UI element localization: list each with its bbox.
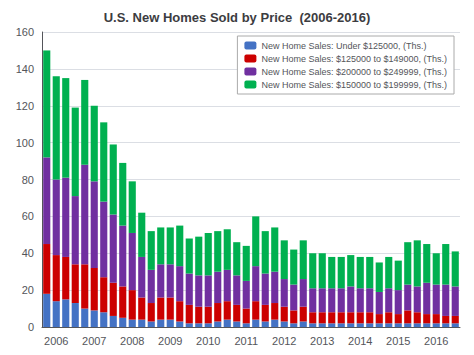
svg-text:New Home Sales: Under $125000,: New Home Sales: Under $125000, (Ths.) [261, 41, 426, 51]
svg-text:0: 0 [28, 321, 34, 333]
svg-text:2013: 2013 [310, 335, 334, 347]
svg-text:2011: 2011 [234, 335, 258, 347]
svg-text:2006: 2006 [44, 335, 68, 347]
svg-text:100: 100 [16, 137, 34, 149]
svg-text:2015: 2015 [386, 335, 410, 347]
svg-text:New Home Sales: $125000 to $14: New Home Sales: $125000 to $149000, (Ths… [261, 54, 447, 64]
svg-text:New Home Sales: $150000 to $19: New Home Sales: $150000 to $199999, (Ths… [261, 80, 447, 90]
svg-text:120: 120 [16, 100, 34, 112]
svg-text:2016: 2016 [424, 335, 448, 347]
svg-text:40: 40 [22, 247, 34, 259]
svg-text:U.S. New Homes Sold by Price: U.S. New Homes Sold by Price (2006-2016) [104, 10, 371, 25]
svg-text:160: 160 [16, 26, 34, 38]
svg-text:140: 140 [16, 63, 34, 75]
svg-text:New Home Sales: $200000 to $24: New Home Sales: $200000 to $249999, (Ths… [261, 67, 447, 77]
svg-text:80: 80 [22, 174, 34, 186]
svg-text:2007: 2007 [82, 335, 106, 347]
svg-text:2010: 2010 [196, 335, 220, 347]
svg-text:20: 20 [22, 284, 34, 296]
svg-text:2009: 2009 [158, 335, 182, 347]
svg-text:2014: 2014 [348, 335, 372, 347]
svg-text:2012: 2012 [272, 335, 296, 347]
svg-text:2008: 2008 [120, 335, 144, 347]
svg-text:60: 60 [22, 210, 34, 222]
